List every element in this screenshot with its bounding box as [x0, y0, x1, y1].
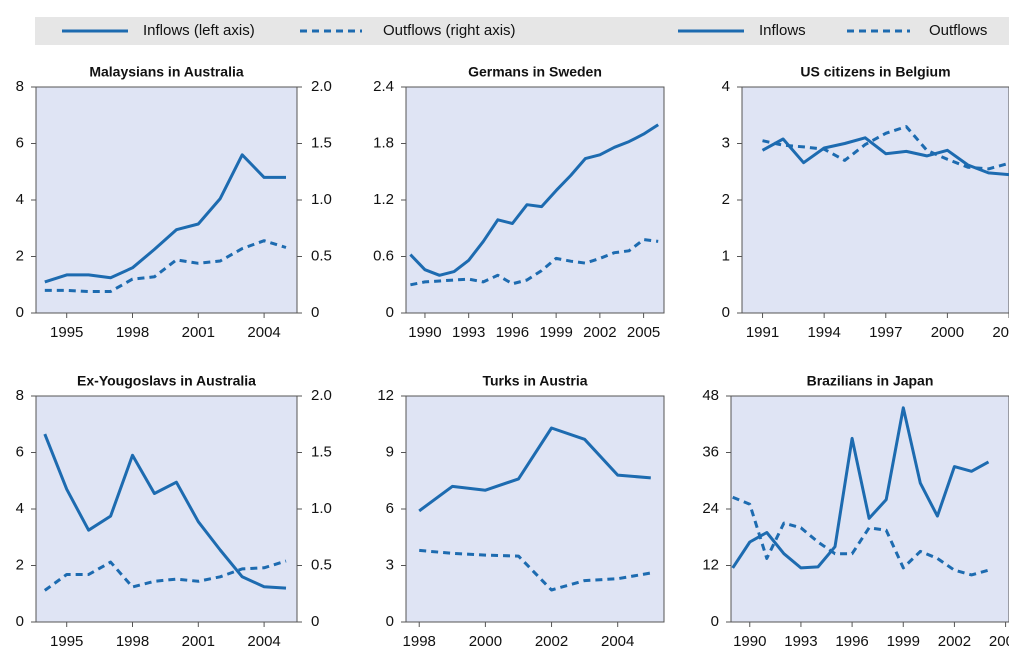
y-tick-label: 2	[16, 556, 24, 573]
series-line	[44, 239, 287, 293]
chart-title: Brazilians in Japan	[807, 373, 934, 389]
y-tick-label: 6	[16, 134, 24, 151]
plot-area	[405, 395, 665, 623]
y-tick-label: 0	[16, 613, 24, 630]
series-line	[409, 123, 660, 277]
legend-label: Outflows	[929, 22, 987, 39]
y2-tick-label: 1.5	[311, 443, 332, 460]
x-tick-label: 2000	[469, 633, 502, 650]
y-tick-label: 48	[702, 387, 719, 404]
plot-area	[35, 395, 298, 623]
y2-tick-label: 1.0	[311, 500, 332, 517]
chart-title: Malaysians in Australia	[89, 64, 244, 80]
y-tick-label: 36	[702, 443, 719, 460]
x-tick-label: 2003	[992, 324, 1009, 341]
y2-tick-label: 1.5	[311, 134, 332, 151]
series-line	[731, 406, 990, 570]
x-tick-label: 1990	[408, 324, 441, 341]
y-tick-label: 9	[386, 443, 394, 460]
y-tick-label: 8	[16, 387, 24, 404]
series-line	[761, 136, 1009, 177]
x-tick-label: 2005	[989, 633, 1009, 650]
chart-title: US citizens in Belgium	[800, 64, 950, 80]
x-tick-label: 1999	[887, 633, 920, 650]
y-tick-label: 12	[377, 387, 394, 404]
y-tick-label: 6	[386, 500, 394, 517]
y-tick-label: 1.2	[373, 191, 394, 208]
x-tick-label: 1998	[403, 633, 436, 650]
x-tick-label: 2004	[601, 633, 634, 650]
x-tick-label: 1993	[452, 324, 485, 341]
x-tick-label: 1994	[807, 324, 840, 341]
y-tick-label: 4	[722, 78, 730, 95]
chart-title: Germans in Sweden	[468, 64, 602, 80]
x-tick-label: 1997	[869, 324, 902, 341]
x-tick-label: 1991	[746, 324, 779, 341]
x-tick-label: 1998	[116, 324, 149, 341]
x-tick-label: 2004	[247, 324, 280, 341]
y-tick-label: 2	[722, 191, 730, 208]
series-line	[732, 495, 989, 577]
y-tick-label: 0.6	[373, 247, 394, 264]
legend-label: Outflows (right axis)	[383, 22, 516, 39]
x-tick-label: 2002	[938, 633, 971, 650]
x-tick-label: 1996	[496, 324, 529, 341]
y2-tick-label: 0.5	[311, 247, 332, 264]
series-line	[418, 426, 651, 513]
y2-tick-label: 1.0	[311, 191, 332, 208]
x-tick-label: 2002	[583, 324, 616, 341]
y-tick-label: 3	[386, 556, 394, 573]
plot-area	[730, 395, 1009, 623]
y-tick-label: 6	[16, 443, 24, 460]
series-line	[44, 153, 286, 284]
y-tick-label: 8	[16, 78, 24, 95]
y-tick-label: 4	[16, 500, 24, 517]
series-line	[43, 433, 287, 590]
legend-label: Inflows (left axis)	[143, 22, 255, 39]
x-tick-label: 2001	[182, 324, 215, 341]
y-tick-label: 3	[722, 134, 730, 151]
plot-area	[405, 86, 665, 314]
x-tick-label: 1995	[50, 324, 83, 341]
y-tick-label: 0	[722, 304, 730, 321]
x-tick-label: 1998	[116, 633, 149, 650]
x-tick-label: 2000	[931, 324, 964, 341]
y2-tick-label: 0.5	[311, 556, 332, 573]
y-tick-label: 24	[702, 500, 719, 517]
series-line	[410, 238, 659, 287]
x-tick-label: 1990	[733, 633, 766, 650]
legend-background	[35, 17, 1009, 45]
y-tick-label: 0	[386, 304, 394, 321]
x-tick-label: 1995	[50, 633, 83, 650]
x-tick-label: 1999	[539, 324, 572, 341]
y-tick-label: 1	[722, 247, 730, 264]
x-tick-label: 1996	[835, 633, 868, 650]
x-tick-label: 2001	[182, 633, 215, 650]
y2-tick-label: 0	[311, 613, 319, 630]
plot-area	[741, 86, 1009, 314]
x-tick-label: 2005	[627, 324, 660, 341]
y-tick-label: 2.4	[373, 78, 394, 95]
y-tick-label: 2	[16, 247, 24, 264]
chart-title: Turks in Austria	[482, 373, 587, 389]
y-tick-label: 0	[711, 613, 719, 630]
plot-area	[35, 86, 298, 314]
y-tick-label: 0	[16, 304, 24, 321]
chart-title: Ex-Yougoslavs in Australia	[77, 373, 256, 389]
y-tick-label: 0	[386, 613, 394, 630]
legend-label: Inflows	[759, 22, 806, 39]
series-line	[419, 548, 652, 592]
y2-tick-label: 0	[311, 304, 319, 321]
y-tick-label: 1.8	[373, 134, 394, 151]
x-tick-label: 2002	[535, 633, 568, 650]
y-tick-label: 12	[702, 556, 719, 573]
y2-tick-label: 2.0	[311, 78, 332, 95]
series-line	[762, 125, 1009, 171]
x-tick-label: 1993	[784, 633, 817, 650]
x-tick-label: 2004	[247, 633, 280, 650]
y-tick-label: 4	[16, 191, 24, 208]
y2-tick-label: 2.0	[311, 387, 332, 404]
